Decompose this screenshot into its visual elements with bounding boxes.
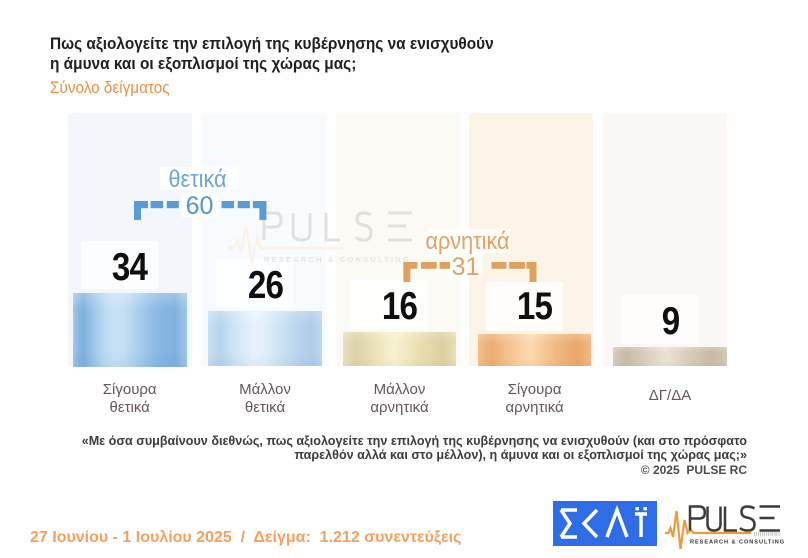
svg-text:RESEARCH & CONSULTING: RESEARCH & CONSULTING xyxy=(690,539,785,545)
svg-text:RESEARCH & CONSULTING: RESEARCH & CONSULTING xyxy=(264,255,411,264)
